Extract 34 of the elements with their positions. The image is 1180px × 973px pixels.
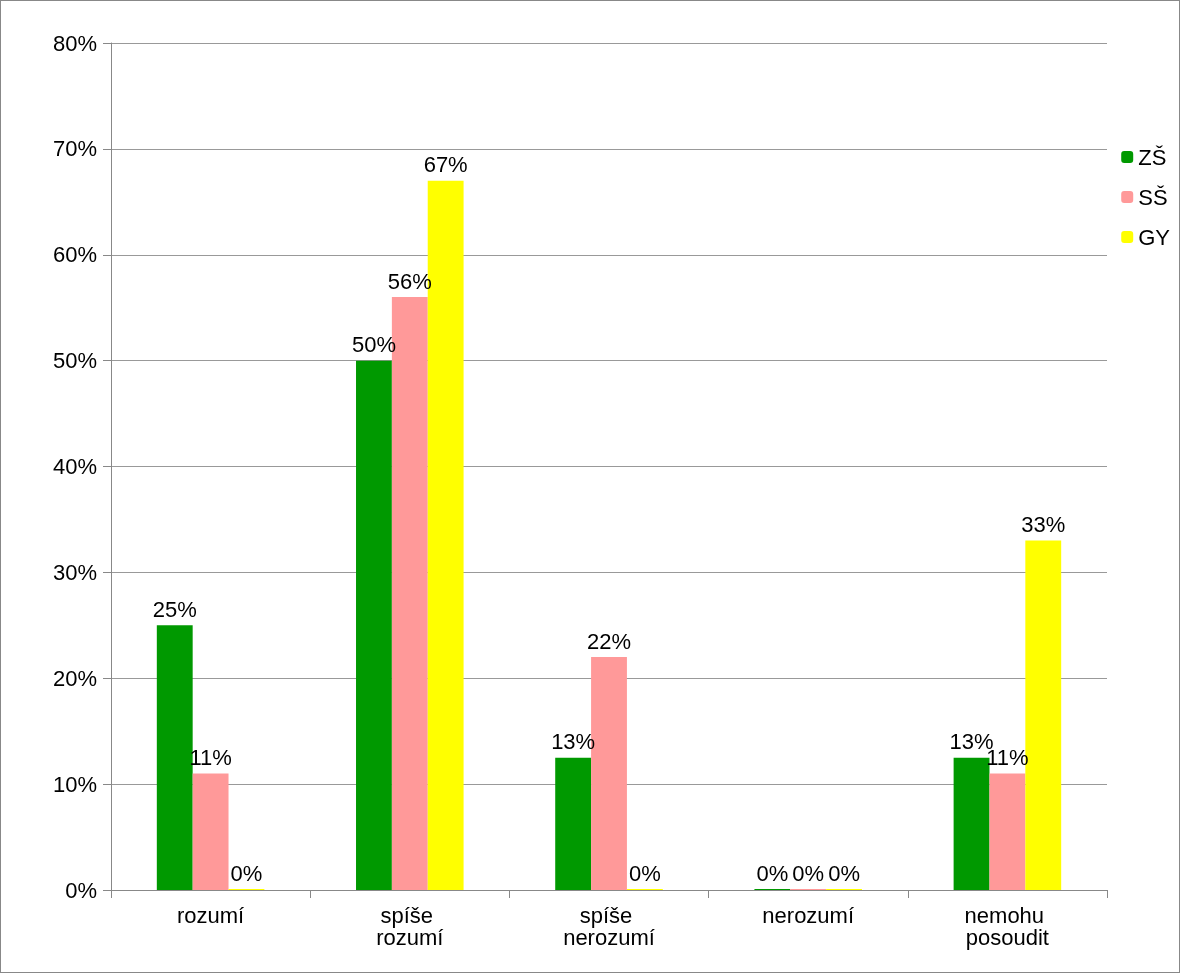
y-tick-label: 50% bbox=[52, 348, 97, 374]
x-tick-label: spíše rozumí bbox=[376, 902, 444, 950]
data-label: 0% bbox=[230, 860, 263, 886]
y-tick-label: 30% bbox=[52, 559, 97, 585]
y-tick-label: 0% bbox=[65, 877, 97, 903]
legend-label: ZŠ bbox=[1138, 144, 1167, 170]
y-tick-label: 10% bbox=[52, 771, 97, 797]
data-label: 0% bbox=[792, 860, 825, 886]
legend-label: GY bbox=[1138, 224, 1171, 250]
bar bbox=[192, 773, 229, 890]
data-label: 50% bbox=[351, 332, 396, 358]
y-tick-label: 70% bbox=[52, 136, 97, 162]
x-tick-label: rozumí bbox=[176, 902, 245, 928]
legend-label: SŠ bbox=[1138, 184, 1168, 210]
y-tick-label: 80% bbox=[52, 30, 97, 56]
x-tick-label: nerozumí bbox=[762, 902, 855, 928]
data-label: 0% bbox=[828, 860, 860, 886]
x-tick-label: spíše nerozumí bbox=[563, 902, 655, 950]
bar bbox=[989, 773, 1026, 890]
data-label: 25% bbox=[152, 596, 197, 622]
data-label: 33% bbox=[1021, 512, 1066, 538]
data-label: 22% bbox=[586, 628, 632, 654]
data-label: 67% bbox=[423, 152, 468, 178]
y-tick-label: 60% bbox=[52, 242, 97, 268]
x-tick-label: nemohu posoudit bbox=[964, 902, 1051, 950]
y-tick-label: 20% bbox=[52, 665, 97, 691]
data-label: 13% bbox=[551, 729, 596, 755]
y-tick-label: 40% bbox=[52, 454, 97, 479]
bar bbox=[953, 757, 990, 890]
data-label: 0% bbox=[628, 860, 661, 886]
data-label: 0% bbox=[756, 860, 789, 886]
bar bbox=[356, 360, 392, 890]
bar bbox=[555, 757, 592, 890]
bar bbox=[156, 625, 193, 890]
